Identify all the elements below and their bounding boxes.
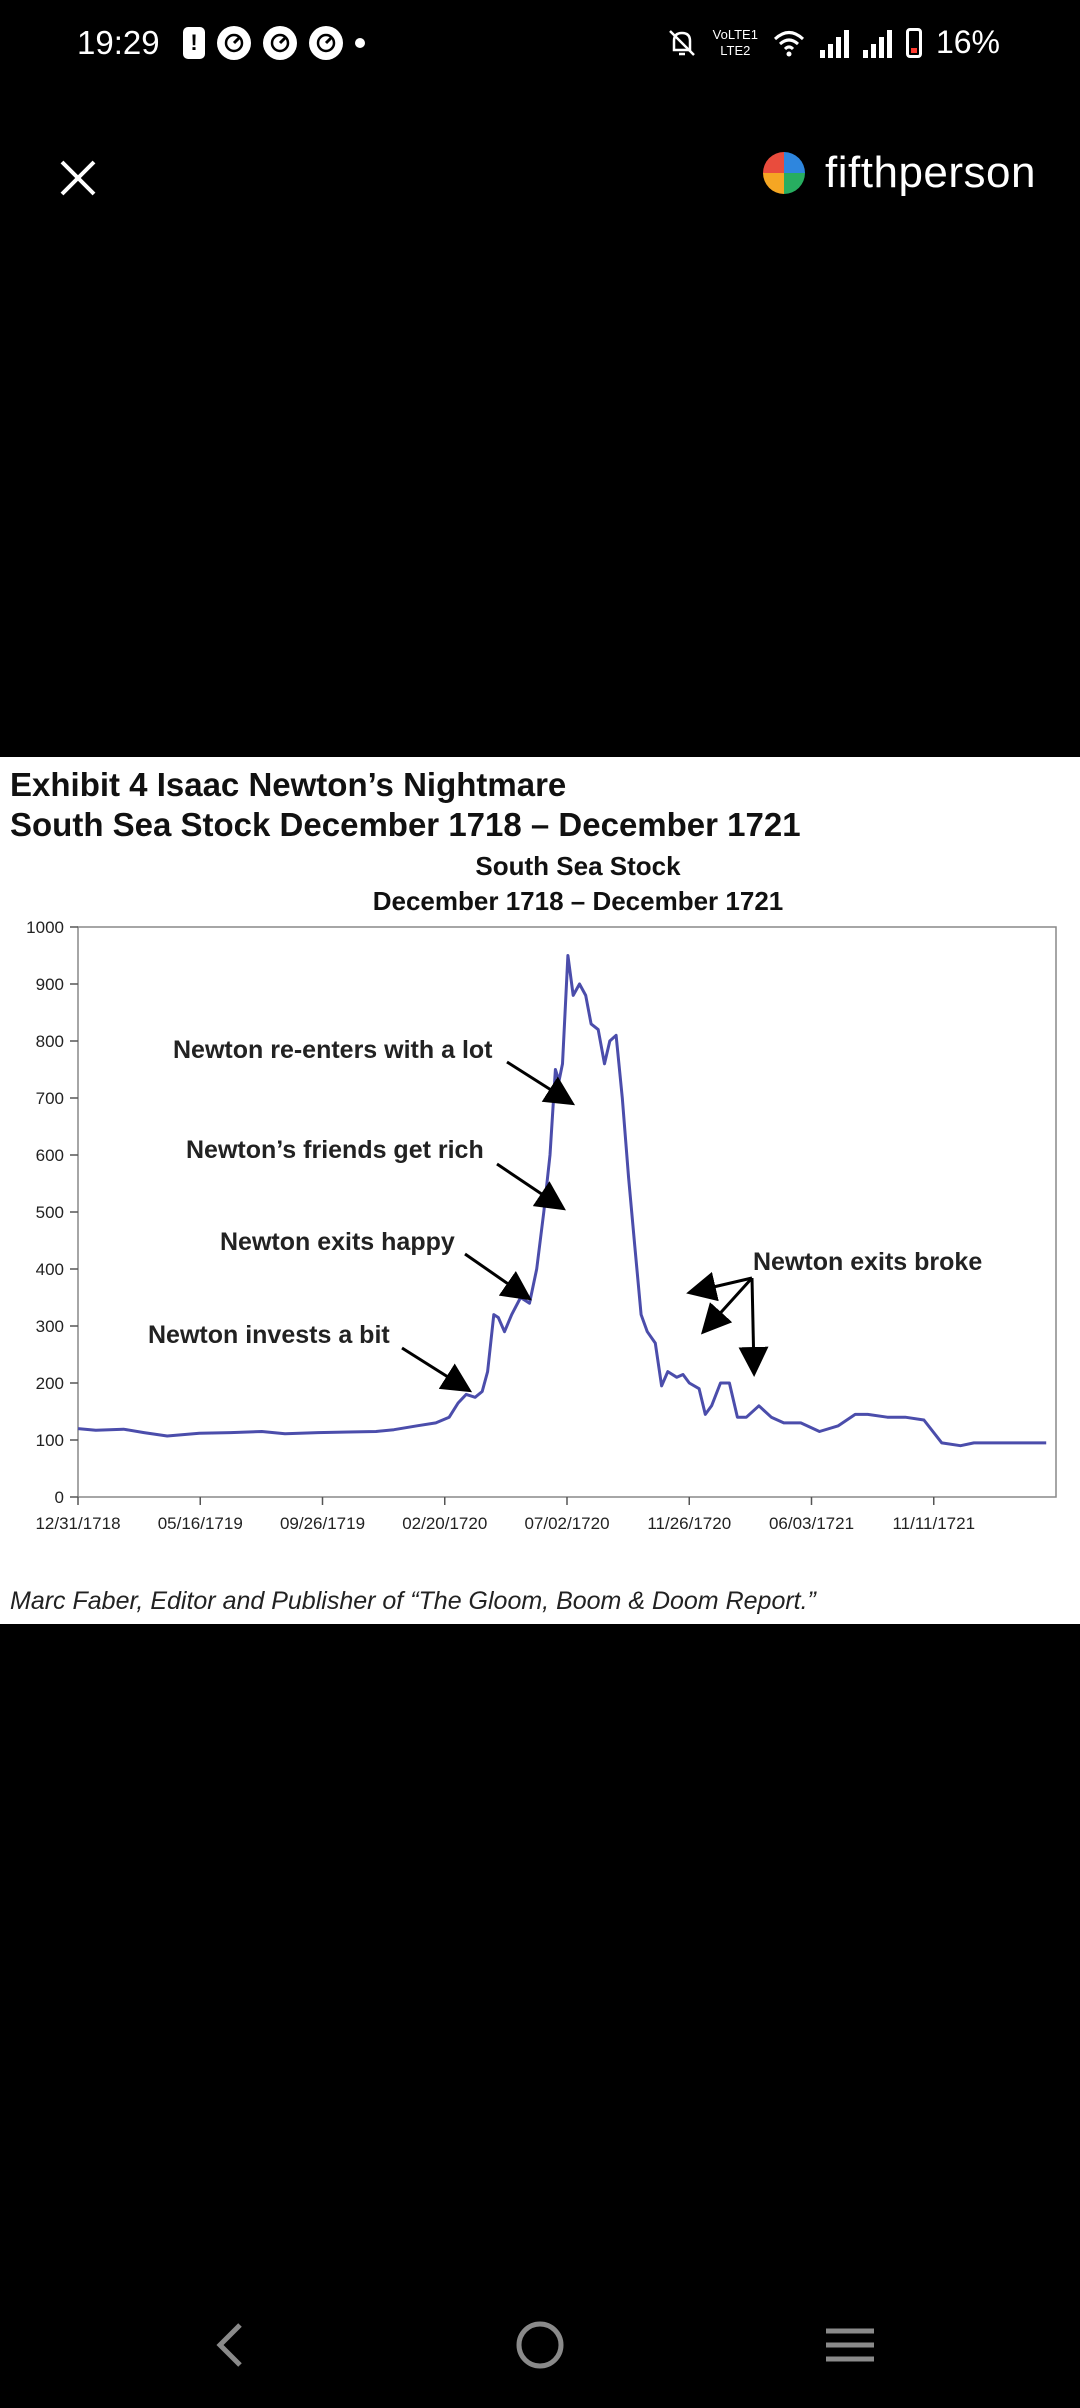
y-tick-label: 900: [36, 975, 64, 994]
exhibit-title-line1: Exhibit 4 Isaac Newton’s Nightmare: [10, 766, 567, 803]
notification-icons: !: [183, 26, 365, 60]
x-tick-label: 05/16/1719: [158, 1514, 243, 1533]
y-tick-label: 500: [36, 1203, 64, 1222]
status-time: 19:29: [77, 24, 160, 61]
x-tick-label: 07/02/1720: [524, 1514, 609, 1533]
lte2-label: LTE2: [720, 42, 751, 58]
speedometer-app-icon: [309, 26, 343, 60]
y-tick-label: 800: [36, 1032, 64, 1051]
y-tick-label: 700: [36, 1089, 64, 1108]
arrow-exits-broke-1: [686, 1271, 753, 1302]
series-line-south-sea-stock: [77, 954, 1047, 1448]
annotation-exits-happy: Newton exits happy: [220, 1228, 455, 1256]
y-tick-label: 600: [36, 1146, 64, 1165]
arrow-exits-broke-2: [700, 1276, 754, 1335]
y-axis: 0 100 200 300 400 500 600 700 800 900 1000: [26, 918, 78, 1507]
arrow-invests-bit: [401, 1346, 473, 1393]
arrow-exits-broke-3: [738, 1277, 769, 1377]
speedometer-app-icon: [217, 26, 251, 60]
x-axis: 12/31/1718 05/16/1719 09/26/1719 02/20/1720…: [35, 1497, 975, 1533]
wifi-icon: [773, 30, 804, 56]
alert-notification-icon: !: [183, 27, 205, 59]
x-tick-label: 09/26/1719: [280, 1514, 365, 1533]
close-button[interactable]: [50, 150, 106, 206]
exhibit-image: Exhibit 4 Isaac Newton’s Nightmare South…: [0, 757, 1080, 1624]
south-sea-stock-chart: South Sea Stock December 1718 – December…: [26, 851, 1057, 1533]
exhibit-title-line2: South Sea Stock December 1718 – December…: [10, 806, 801, 843]
signal-sim1-icon: [819, 28, 849, 58]
brand-name: fifthperson: [825, 148, 1036, 197]
y-tick-label: 0: [55, 1488, 64, 1507]
x-tick-label: 11/11/1721: [892, 1514, 975, 1533]
fifthperson-logo-icon: [763, 152, 806, 194]
annotation-reenters: Newton re-enters with a lot: [173, 1036, 493, 1064]
chart-title: South Sea Stock: [475, 851, 681, 881]
x-tick-label: 12/31/1718: [35, 1514, 120, 1533]
arrow-reenters: [506, 1060, 576, 1106]
speedometer-app-icon: [263, 26, 297, 60]
volte-indicator: VoLTE1 LTE2: [713, 27, 758, 59]
annotation-friends-rich: Newton’s friends get rich: [186, 1136, 484, 1164]
x-tick-label: 02/20/1720: [402, 1514, 487, 1533]
back-button[interactable]: [190, 2310, 270, 2380]
more-notifications-dot-icon: [355, 38, 365, 48]
x-tick-label: 06/03/1721: [769, 1514, 854, 1533]
annotation-exits-broke: Newton exits broke: [753, 1248, 982, 1276]
signal-sim2-icon: [862, 28, 892, 58]
close-icon: [60, 160, 96, 196]
y-tick-label: 300: [36, 1317, 64, 1336]
system-nav-bar: [0, 2290, 1080, 2408]
battery-icon: [905, 27, 922, 58]
annotations: Newton re-enters with a lot Newton’s fri…: [148, 1036, 982, 1349]
recents-icon: [826, 2328, 874, 2362]
annotation-invests-bit: Newton invests a bit: [148, 1321, 390, 1349]
mute-bell-icon: [668, 29, 695, 56]
arrow-exits-happy: [464, 1252, 532, 1301]
x-tick-label: 11/26/1720: [647, 1514, 731, 1533]
brand: fifthperson: [761, 148, 1036, 198]
exhibit-title: Exhibit 4 Isaac Newton’s Nightmare South…: [10, 765, 801, 845]
status-bar: 19:29 ! VoLTE1 LTE2 1: [0, 0, 1080, 90]
y-tick-label: 1000: [26, 918, 64, 937]
back-icon: [216, 2323, 242, 2367]
exhibit-caption: Marc Faber, Editor and Publisher of “The…: [10, 1587, 816, 1615]
home-button[interactable]: [500, 2310, 580, 2380]
chart-subtitle: December 1718 – December 1721: [373, 886, 784, 916]
volte-label: VoLTE1: [712, 26, 758, 42]
recents-button[interactable]: [810, 2310, 890, 2380]
annotation-arrows: [401, 1060, 769, 1393]
battery-percent: 16%: [935, 24, 1000, 60]
system-icons: VoLTE1 LTE2 16%: [665, 24, 1000, 61]
y-tick-label: 400: [36, 1260, 64, 1279]
home-icon: [516, 2321, 564, 2369]
plot-frame: [77, 926, 1057, 1498]
y-tick-label: 200: [36, 1374, 64, 1393]
arrow-friends-rich: [496, 1162, 566, 1211]
y-tick-label: 100: [36, 1431, 64, 1450]
